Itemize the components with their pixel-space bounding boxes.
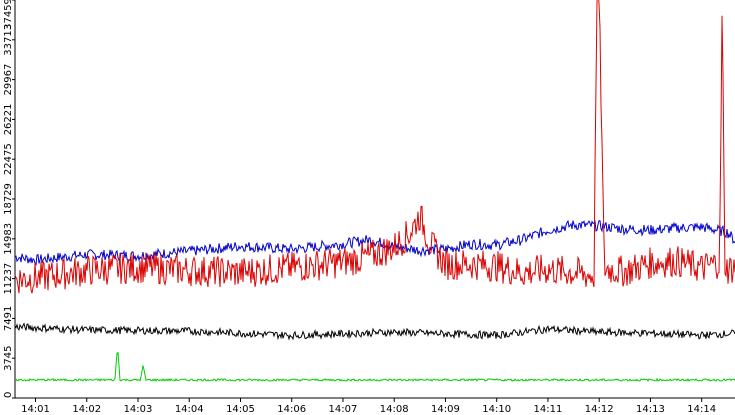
y-tick-label: 33713 bbox=[3, 24, 14, 56]
y-tick-label: 3745 bbox=[3, 345, 14, 370]
series-line-4 bbox=[14, 351, 735, 382]
x-tick-label: 14:10 bbox=[482, 404, 511, 415]
x-tick-label: 14:12 bbox=[585, 404, 614, 415]
x-tick-label: 14:03 bbox=[124, 404, 153, 415]
y-tick-label: 14983 bbox=[3, 223, 14, 255]
y-tick-label: 37459 bbox=[3, 0, 14, 30]
plot-area bbox=[14, 0, 735, 382]
y-tick-label: 29967 bbox=[3, 64, 14, 96]
y-tick-label: 0 bbox=[3, 392, 14, 398]
series-line-2 bbox=[14, 0, 735, 294]
x-tick-label: 14:07 bbox=[329, 404, 358, 415]
x-tick-label: 14:11 bbox=[534, 404, 563, 415]
x-tick-label: 14:06 bbox=[277, 404, 306, 415]
series-line-3 bbox=[14, 322, 735, 341]
x-tick-label: 14:01 bbox=[21, 404, 50, 415]
y-axis: 0 3745 7491 11237 14983 18729 22475 26221 29967 3… bbox=[3, 0, 16, 399]
series-line-1 bbox=[14, 219, 735, 266]
x-tick-label: 14:04 bbox=[175, 404, 204, 415]
y-tick-label: 11237 bbox=[3, 263, 14, 295]
x-tick-label: 14:05 bbox=[226, 404, 255, 415]
x-tick-label: 14:08 bbox=[380, 404, 409, 415]
y-tick-label: 26221 bbox=[3, 103, 14, 135]
x-tick-label: 14:02 bbox=[72, 404, 101, 415]
x-tick-label: 14:13 bbox=[636, 404, 665, 415]
x-tick-label: 14:09 bbox=[431, 404, 460, 415]
y-tick-label: 22475 bbox=[3, 143, 14, 175]
y-tick-label: 18729 bbox=[3, 183, 14, 215]
x-tick-label: 14:14 bbox=[687, 404, 716, 415]
y-tick-label: 7491 bbox=[3, 306, 14, 331]
x-axis: 14:01 14:02 14:03 14:04 14:05 14:06 14:07 14:08… bbox=[15, 397, 735, 415]
